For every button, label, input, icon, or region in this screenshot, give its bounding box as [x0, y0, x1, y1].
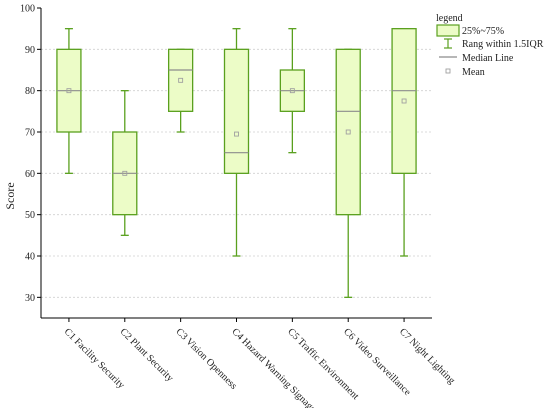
mean-marker: [234, 131, 239, 137]
box-5: [279, 28, 306, 154]
legend-label-mean: Mean: [462, 67, 485, 78]
mean-marker: [178, 77, 184, 83]
iqr-box: [391, 28, 417, 174]
box-6: [335, 48, 361, 298]
box-4: [223, 28, 250, 257]
mean-marker: [122, 170, 128, 176]
boxes: [56, 28, 417, 298]
y-tick-label-30: 30: [25, 293, 35, 304]
legend-label-median: Median Line: [462, 53, 514, 64]
x-tick-label-2: C2 Plant Security: [118, 326, 176, 384]
box-7: [391, 28, 417, 257]
x-tick-label-3: C3 Vision Openness: [174, 326, 239, 391]
legend-box-swatch: [436, 24, 460, 37]
legend-label-whisker: Rang within 1.5IQR: [462, 39, 544, 50]
box-2: [112, 90, 138, 236]
gridlines: [41, 48, 432, 298]
mean-marker: [401, 98, 407, 104]
y-tick-label-80: 80: [25, 86, 35, 97]
legend-item-median: Median Line: [439, 53, 514, 64]
legend-title: legend: [436, 13, 463, 24]
y-tick-label-70: 70: [25, 128, 35, 139]
y-tick-label-100: 100: [20, 4, 35, 15]
y-tick-label-40: 40: [25, 252, 35, 263]
box-1: [56, 28, 82, 174]
mean-marker: [66, 88, 72, 94]
legend-label-iqr: 25%~75%: [462, 26, 504, 37]
legend-item-iqr-box: 25%~75%: [436, 24, 504, 37]
iqr-box: [167, 48, 194, 112]
y-tick-label-60: 60: [25, 169, 35, 180]
axes: 30 40 50 60 70 80 90 100: [20, 4, 432, 322]
mean-marker: [289, 88, 295, 94]
iqr-box: [335, 48, 361, 216]
y-axis-title: Score: [3, 182, 17, 209]
y-tick-label-90: 90: [25, 45, 35, 56]
legend-mean-swatch: [445, 68, 451, 74]
y-tick-label-50: 50: [25, 210, 35, 221]
legend: legend 25%~75% Rang within 1.5IQR Median…: [436, 13, 544, 78]
iqr-box: [223, 48, 250, 174]
x-tick-label-7: C7 Night Lighting: [397, 326, 457, 386]
mean-marker: [345, 129, 351, 135]
legend-item-mean: Mean: [445, 67, 485, 78]
legend-item-whisker: Rang within 1.5IQR: [444, 38, 544, 50]
x-tick-label-1: C1 Facility Security: [62, 326, 127, 391]
box-3: [167, 48, 194, 133]
